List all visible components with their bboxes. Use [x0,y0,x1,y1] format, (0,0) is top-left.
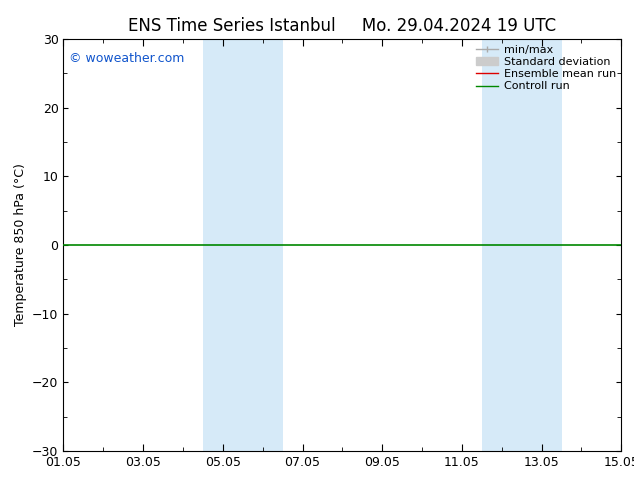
Y-axis label: Temperature 850 hPa (°C): Temperature 850 hPa (°C) [13,164,27,326]
Text: © woweather.com: © woweather.com [69,51,184,65]
Bar [203,39,283,451]
Bar [482,39,562,451]
Legend: min/max, Standard deviation, Ensemble mean run, Controll run: min/max, Standard deviation, Ensemble me… [476,45,616,92]
Title: ENS Time Series Istanbul     Mo. 29.04.2024 19 UTC: ENS Time Series Istanbul Mo. 29.04.2024 … [128,17,557,35]
